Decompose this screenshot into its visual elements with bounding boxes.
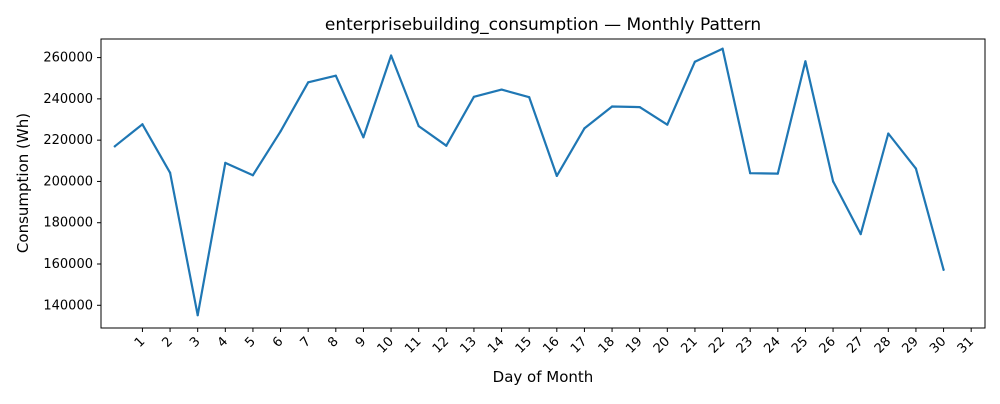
x-tick-label: 4 xyxy=(215,334,231,350)
data-point xyxy=(887,132,890,135)
x-tick-label: 27 xyxy=(844,334,866,356)
x-tick-label: 2 xyxy=(159,334,175,350)
x-tick-label: 19 xyxy=(623,334,645,356)
x-tick-label: 17 xyxy=(568,334,590,356)
x-tick-label: 25 xyxy=(789,334,811,356)
data-point xyxy=(831,180,835,183)
data-point xyxy=(693,60,697,63)
data-point xyxy=(334,74,337,77)
data-point xyxy=(638,106,641,109)
data-point xyxy=(307,81,310,84)
data-point xyxy=(555,174,558,177)
data-point xyxy=(362,136,365,139)
data-point xyxy=(942,268,945,271)
y-tick-label: 260000 xyxy=(43,51,93,66)
y-tick-label: 180000 xyxy=(43,216,93,231)
data-point xyxy=(251,174,255,177)
data-points xyxy=(113,47,945,317)
y-tick-label: 140000 xyxy=(43,298,93,313)
series-line xyxy=(113,47,945,317)
x-tick-label: 15 xyxy=(513,334,535,356)
y-tick-label: 240000 xyxy=(43,92,93,107)
data-point xyxy=(914,167,918,170)
x-tick-label: 11 xyxy=(402,334,424,356)
x-tick-label: 26 xyxy=(817,334,839,356)
data-point xyxy=(583,127,586,130)
data-point xyxy=(113,145,116,148)
data-point xyxy=(721,47,724,50)
plot-area-frame xyxy=(100,38,986,329)
x-tick-label: 30 xyxy=(927,334,949,356)
data-point xyxy=(859,232,862,236)
data-point xyxy=(610,105,614,108)
data-point xyxy=(168,171,172,174)
x-tick-label: 28 xyxy=(872,334,894,356)
x-tick-label: 7 xyxy=(298,334,314,350)
data-point xyxy=(417,125,420,128)
data-point xyxy=(666,123,669,126)
data-point xyxy=(224,161,227,164)
x-tick-label: 5 xyxy=(242,334,258,350)
x-tick-label: 20 xyxy=(651,334,673,356)
data-point xyxy=(804,60,807,63)
data-point xyxy=(279,130,282,133)
x-tick-label: 23 xyxy=(734,334,756,356)
x-tick-label: 18 xyxy=(596,334,618,356)
y-tick-label: 220000 xyxy=(43,133,93,148)
data-point xyxy=(196,314,199,317)
x-tick-label: 14 xyxy=(485,334,507,356)
y-tick-label: 160000 xyxy=(43,257,93,272)
x-tick-label: 10 xyxy=(375,334,397,356)
y-tick-label: 200000 xyxy=(43,174,93,189)
x-tick-label: 12 xyxy=(430,334,452,356)
x-tick-label: 21 xyxy=(678,334,700,356)
data-point xyxy=(500,88,503,91)
x-tick-label: 9 xyxy=(353,334,369,350)
x-axis-ticks: 1 2 3 4 5 6 7 8 9 10 11 12 13 14 15 16 17 18 19 20 21 22 23 24 2… xyxy=(132,328,977,357)
x-axis-label: Day of Month xyxy=(493,368,594,386)
y-axis-ticks: 140000 160000 180000 200000 220000 240000 2600… xyxy=(43,51,101,313)
x-tick-label: 8 xyxy=(325,334,341,350)
x-tick-label: 31 xyxy=(955,334,977,356)
x-tick-label: 13 xyxy=(457,334,479,356)
data-point xyxy=(389,54,393,57)
data-point xyxy=(776,172,779,175)
x-tick-label: 16 xyxy=(540,334,562,356)
y-axis-label: Consumption (Wh) xyxy=(14,113,32,253)
data-point xyxy=(141,123,144,126)
x-tick-label: 29 xyxy=(899,334,921,356)
x-tick-label: 22 xyxy=(706,334,728,356)
x-tick-label: 3 xyxy=(187,334,203,350)
x-tick-label: 1 xyxy=(132,334,148,350)
data-point xyxy=(472,95,476,98)
x-tick-label: 24 xyxy=(761,334,783,356)
data-point xyxy=(528,96,531,99)
chart-title: enterprisebuilding_consumption — Monthly… xyxy=(325,15,761,35)
x-tick-label: 6 xyxy=(270,334,286,350)
data-point xyxy=(445,144,448,147)
data-point xyxy=(749,172,752,175)
